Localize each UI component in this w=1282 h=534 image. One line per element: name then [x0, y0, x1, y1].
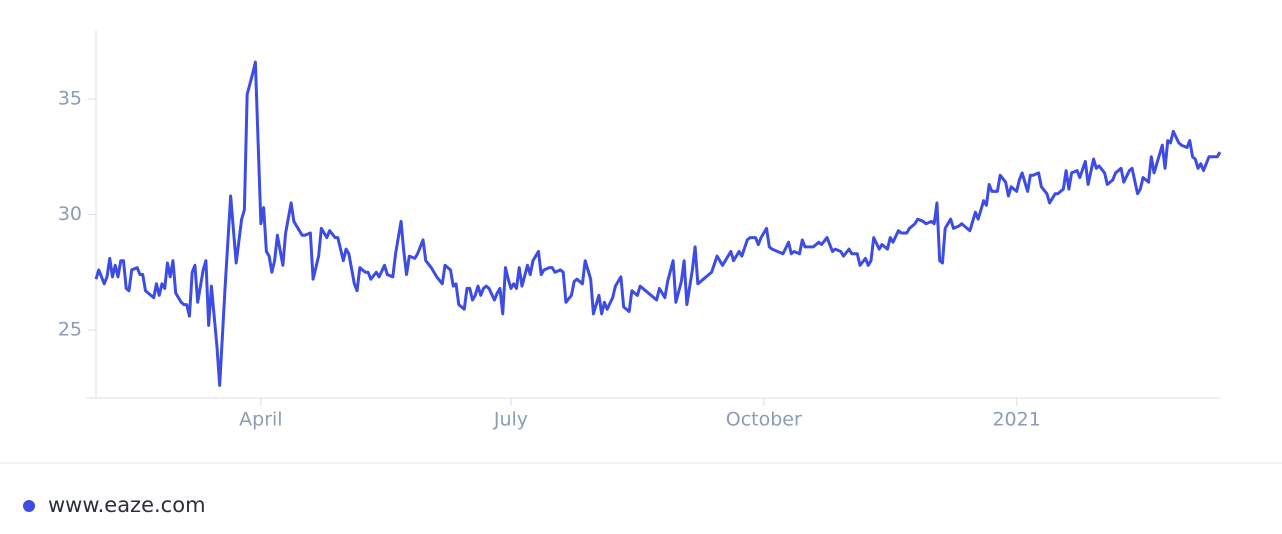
legend-marker	[23, 500, 35, 512]
y-tick-label: 25	[58, 319, 82, 341]
series-line	[94, 60, 1222, 387]
x-tick-label: April	[239, 409, 282, 431]
legend-text: www.eaze.com	[48, 493, 206, 517]
x-tick-label: July	[493, 409, 528, 431]
x-tick-label: 2021	[992, 409, 1040, 431]
x-tick-label: October	[726, 409, 802, 431]
y-tick-label: 30	[58, 203, 82, 225]
y-tick-label: 35	[58, 88, 82, 110]
